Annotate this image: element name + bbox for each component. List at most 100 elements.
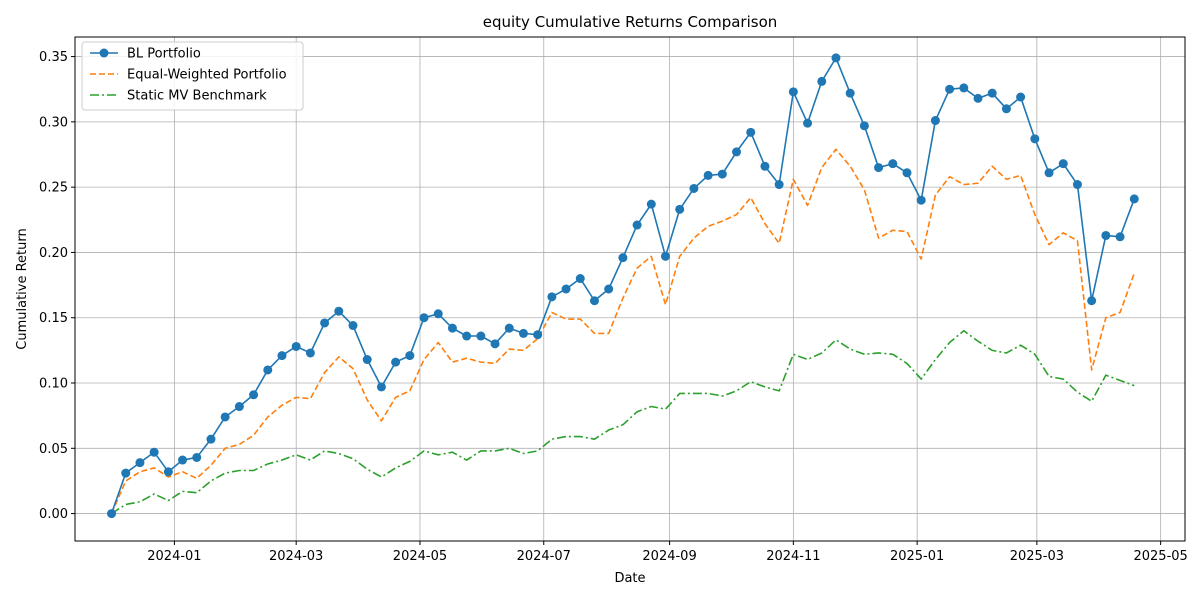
data-point	[803, 118, 813, 128]
data-point	[462, 331, 472, 341]
legend-label: Equal-Weighted Portfolio	[127, 68, 287, 83]
data-point	[916, 195, 926, 205]
data-point	[632, 220, 642, 230]
y-tick-label: 0.10	[39, 377, 68, 392]
data-point	[518, 328, 528, 338]
data-point	[149, 447, 159, 457]
data-point	[234, 402, 244, 412]
data-point	[405, 351, 415, 361]
legend-box	[81, 41, 304, 111]
data-point	[277, 351, 287, 361]
data-point	[817, 76, 827, 86]
data-point	[1129, 194, 1139, 204]
data-point	[1072, 180, 1082, 190]
data-point	[490, 339, 500, 349]
data-point	[1101, 230, 1111, 240]
data-point	[1001, 104, 1011, 114]
data-point	[945, 84, 955, 94]
y-tick-label: 0.15	[39, 311, 68, 326]
data-point	[192, 452, 202, 462]
data-point	[646, 199, 656, 209]
data-point	[930, 116, 940, 126]
x-tick-label: 2024-11	[766, 549, 820, 564]
data-point	[1087, 296, 1097, 306]
data-point	[1016, 92, 1026, 102]
data-point	[334, 306, 344, 316]
data-point	[320, 318, 330, 328]
data-point	[447, 323, 457, 333]
data-point	[874, 163, 884, 173]
x-tick-label: 2024-07	[517, 549, 571, 564]
y-tick-label: 0.00	[39, 507, 68, 522]
data-point	[1058, 159, 1068, 169]
data-point	[788, 87, 798, 97]
grid	[75, 37, 1185, 541]
data-point	[391, 357, 401, 367]
data-point	[135, 458, 145, 468]
legend-marker	[99, 48, 109, 58]
data-point	[987, 88, 997, 98]
data-point	[305, 348, 315, 358]
chart-title: equity Cumulative Returns Comparison	[483, 13, 778, 31]
data-point	[689, 183, 699, 193]
y-tick-label: 0.25	[39, 181, 68, 196]
data-point	[1044, 168, 1054, 178]
legend: BL Portfolio Equal-Weighted Portfolio Stat…	[81, 41, 304, 111]
data-point	[178, 455, 188, 465]
x-tick-label: 2025-05	[1133, 549, 1187, 564]
y-tick-label: 0.05	[39, 442, 68, 457]
data-point	[604, 284, 614, 294]
data-point	[618, 253, 628, 263]
data-point	[249, 390, 259, 400]
data-point	[675, 204, 685, 214]
data-point	[760, 161, 770, 171]
legend-label: BL Portfolio	[127, 47, 201, 62]
data-point	[433, 309, 443, 319]
x-tick-label: 2024-05	[393, 549, 447, 564]
x-tick-label: 2025-01	[890, 549, 944, 564]
data-point	[291, 341, 301, 351]
data-point	[547, 292, 557, 302]
data-point	[732, 147, 742, 157]
data-point	[746, 127, 756, 137]
data-point	[845, 88, 855, 98]
y-tick-label: 0.30	[39, 115, 68, 130]
axis-ticks: 2024-01 2024-03 2024-05 2024-07 2024-09 2024-…	[39, 50, 1188, 564]
data-point	[107, 509, 117, 519]
x-axis-label: Date	[614, 571, 645, 586]
y-tick-label: 0.35	[39, 50, 68, 65]
data-point	[959, 83, 969, 93]
data-point	[419, 313, 429, 323]
data-point	[561, 284, 571, 294]
data-point	[661, 251, 671, 261]
data-point	[504, 323, 514, 333]
data-point	[774, 180, 784, 190]
data-point	[589, 296, 599, 306]
data-point	[362, 355, 372, 365]
data-point	[575, 274, 585, 284]
x-tick-label: 2024-03	[269, 549, 323, 564]
data-point	[902, 168, 912, 178]
data-point	[1115, 232, 1125, 242]
data-point	[163, 467, 173, 477]
data-point	[831, 53, 841, 63]
data-point	[121, 468, 131, 478]
data-point	[533, 330, 543, 340]
x-tick-label: 2025-03	[1010, 549, 1064, 564]
data-point	[859, 121, 869, 131]
legend-label: Static MV Benchmark	[127, 89, 267, 104]
data-point	[1030, 134, 1040, 144]
data-point	[263, 365, 273, 375]
series-line-equal-weighted-portfolio	[110, 148, 1136, 514]
data-point	[348, 321, 358, 331]
data-point	[717, 169, 727, 179]
data-point	[888, 159, 898, 169]
y-tick-label: 0.20	[39, 246, 68, 261]
series-line-static-mv-benchmark	[111, 329, 1135, 515]
series-layer	[107, 53, 1139, 519]
data-point	[206, 434, 216, 444]
data-point	[376, 382, 386, 392]
plot-frame	[74, 36, 1186, 542]
data-point	[973, 93, 983, 103]
